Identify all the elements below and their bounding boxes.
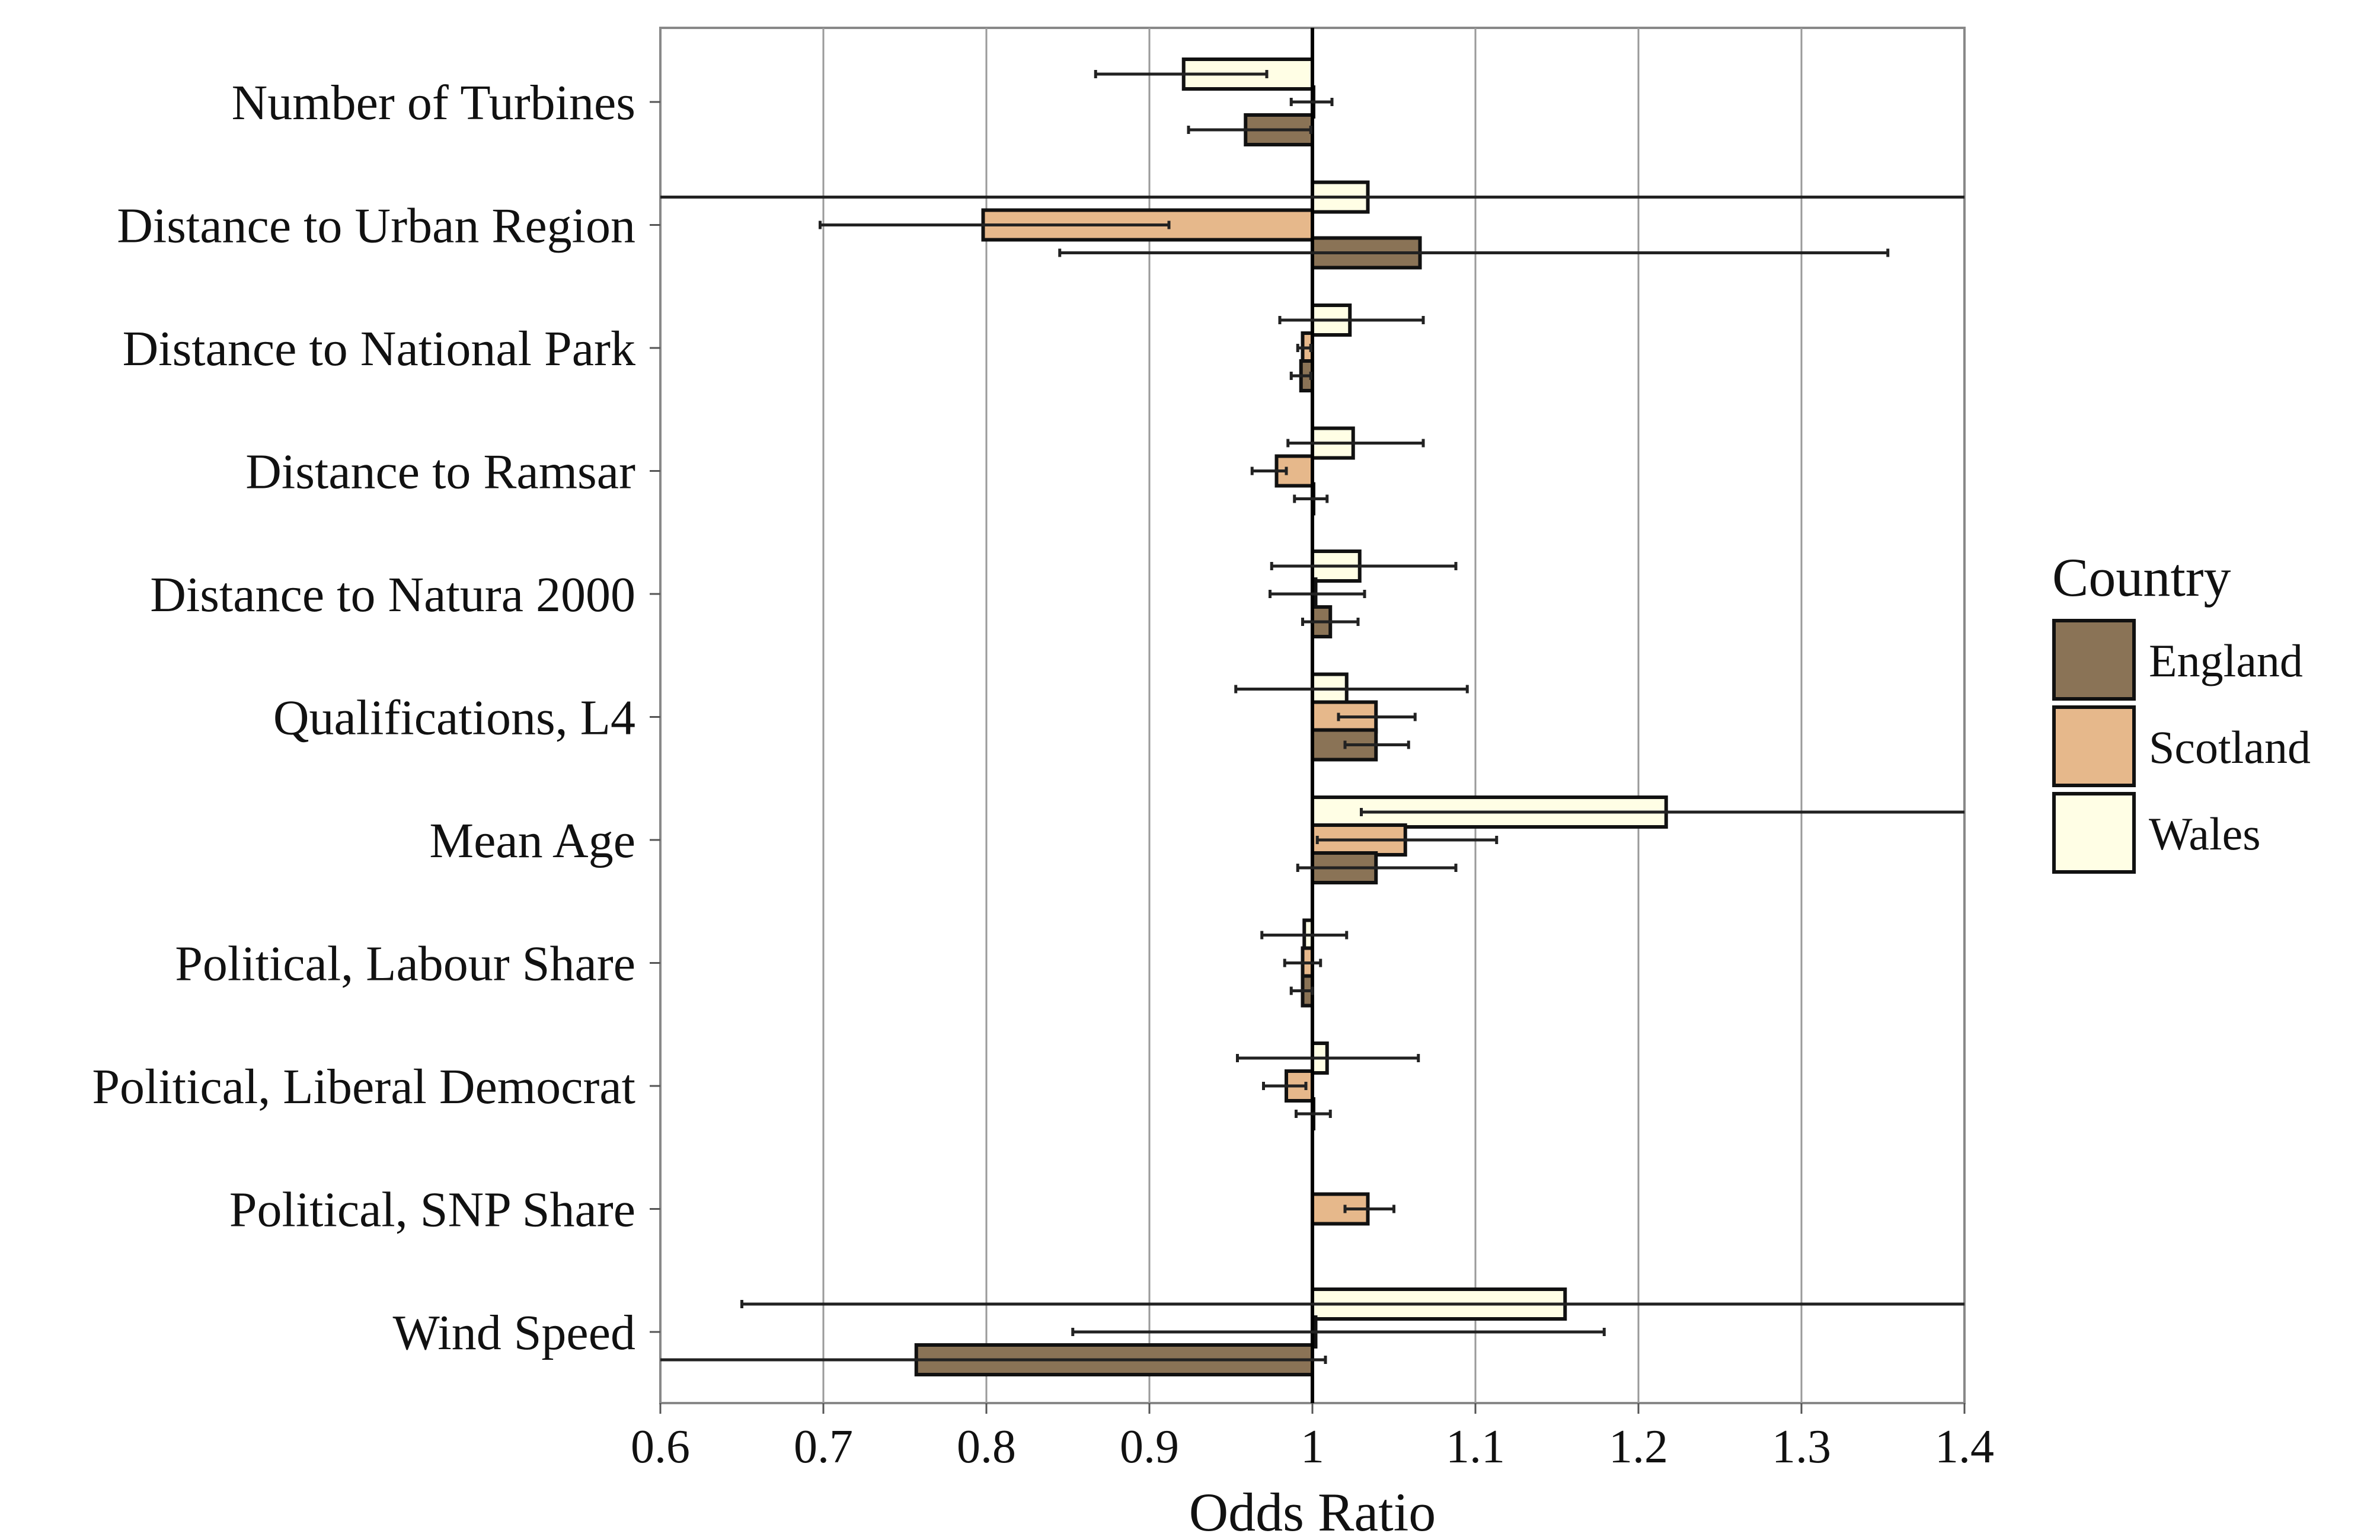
x-tick-label: 0.7: [794, 1421, 853, 1473]
category-label-political-liberal-democrat: Political, Liberal Democrat: [92, 1059, 635, 1114]
legend-title: Country: [2052, 547, 2231, 608]
legend-label-england: England: [2149, 635, 2303, 686]
legend: Country England Scotland Wales: [2052, 547, 2311, 874]
x-tick-label: 1.3: [1772, 1421, 1831, 1473]
y-axis-labels: Number of Turbines Distance to Urban Regi…: [92, 75, 660, 1360]
category-label-distance-to-urban-region: Distance to Urban Region: [117, 199, 635, 254]
legend-swatch-wales: [2052, 792, 2136, 874]
category-label-wind-speed: Wind Speed: [392, 1305, 635, 1360]
category-label-number-of-turbines: Number of Turbines: [232, 75, 635, 130]
x-tick-label: 1.2: [1609, 1421, 1668, 1473]
x-tick-label: 0.8: [957, 1421, 1016, 1473]
x-tick-label: 0.9: [1120, 1421, 1179, 1473]
legend-label-wales: Wales: [2149, 808, 2261, 860]
x-tick-label: 1.1: [1446, 1421, 1505, 1473]
category-label-distance-to-national-park: Distance to National Park: [123, 321, 635, 376]
x-tick-label: 1.4: [1935, 1421, 1994, 1473]
legend-swatch-scotland: [2052, 705, 2136, 787]
legend-items: England Scotland Wales: [2052, 619, 2311, 874]
category-label-political-labour-share: Political, Labour Share: [175, 937, 635, 992]
error-bars: [660, 70, 1964, 1364]
x-axis-labels: 0.6 0.7 0.8 0.9 1 1.1 1.2 1.3 1.4: [631, 1403, 1994, 1473]
category-label-distance-to-natura-2000: Distance to Natura 2000: [150, 567, 635, 622]
category-label-distance-to-ramsar: Distance to Ramsar: [245, 445, 635, 500]
category-label-qualifications-l4: Qualifications, L4: [273, 691, 635, 746]
legend-label-scotland: Scotland: [2149, 721, 2311, 773]
category-label-political-snp-share: Political, SNP Share: [229, 1183, 635, 1238]
x-axis-title: Odds Ratio: [1189, 1482, 1436, 1540]
x-tick-label: 0.6: [631, 1421, 690, 1473]
category-label-mean-age: Mean Age: [429, 813, 635, 868]
gridlines: [822, 28, 1803, 1403]
legend-swatch-england: [2052, 619, 2136, 701]
x-tick-label: 1: [1301, 1421, 1324, 1473]
